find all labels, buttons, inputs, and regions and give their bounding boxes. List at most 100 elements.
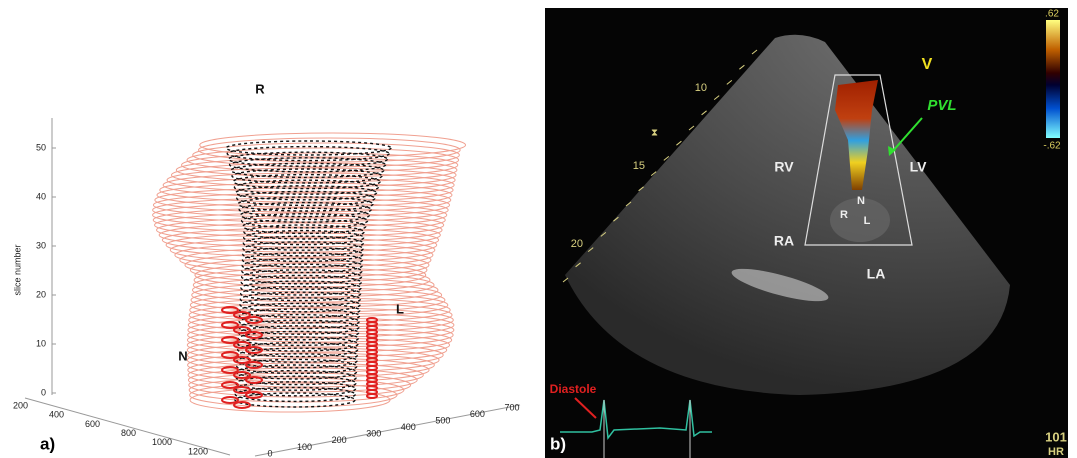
depth-tick [575, 262, 581, 268]
depth-tick [613, 216, 619, 222]
cusp-label: R [840, 209, 848, 221]
z-tick-label: 30 [36, 240, 46, 250]
contour [174, 242, 434, 268]
depth-tick [751, 49, 758, 55]
depth-tick [638, 186, 644, 192]
contour [165, 232, 438, 258]
calcification [221, 366, 239, 374]
contour [166, 167, 456, 193]
cusp-label: L [864, 215, 871, 227]
stent-slice [239, 291, 362, 307]
x-tick-label: 1200 [188, 446, 208, 456]
color-box [804, 74, 913, 246]
y-tick-label: 200 [332, 435, 347, 445]
z-tick-label: 50 [36, 142, 46, 152]
depth-tick [600, 232, 607, 237]
depth-label: 15 [633, 160, 645, 172]
contour [186, 327, 453, 353]
contour [152, 197, 449, 223]
color-jet [835, 80, 878, 190]
calcification [245, 361, 263, 369]
stent-slice [242, 235, 365, 251]
stent-slice [242, 246, 364, 263]
echo-structure [731, 268, 829, 302]
color-scale [1046, 20, 1060, 138]
stent-slice [234, 185, 378, 201]
contour [156, 217, 443, 243]
contour [191, 282, 443, 308]
chamber-label: LA [867, 266, 886, 282]
calcification [245, 391, 263, 399]
depth-scale: 10 15 20 [562, 49, 758, 283]
stent-slice [237, 341, 359, 358]
contour [187, 322, 454, 348]
pvl-arrow [891, 117, 923, 153]
calcification [366, 393, 378, 399]
calcification [221, 336, 239, 344]
x-axis [24, 397, 231, 456]
chamber-label: LV [910, 159, 928, 175]
stent-model [152, 132, 467, 413]
hr-value: 101 [1045, 429, 1067, 444]
hr-unit: HR [1048, 446, 1064, 458]
calcification [233, 371, 251, 379]
stent-slice [236, 353, 358, 369]
stent-slice [239, 297, 361, 313]
x-tick-label: 600 [85, 419, 100, 429]
calcification [233, 341, 251, 349]
stent-slice [240, 274, 362, 291]
annotation: L [396, 301, 404, 316]
contour [152, 202, 448, 228]
stent-slice [240, 213, 369, 229]
stent-slice [242, 241, 364, 257]
x-tick-label: 800 [121, 428, 136, 438]
contour [188, 302, 453, 328]
contour [189, 257, 428, 283]
stent-slice [241, 252, 364, 268]
calcification [221, 396, 239, 404]
calcification [245, 376, 263, 384]
y-axis [254, 404, 521, 457]
contour [199, 132, 467, 158]
stent-slice [238, 201, 372, 218]
depth-tick [650, 171, 657, 176]
scale-bottom: -.62 [1043, 141, 1061, 152]
echo-structure [830, 198, 890, 242]
panel-label: b) [550, 434, 566, 453]
contour [192, 142, 460, 168]
stent-slice [237, 196, 374, 212]
stent-slice [233, 179, 380, 195]
calcification [245, 331, 263, 339]
contour [191, 277, 439, 303]
panel-a: slice number R L N a) [12, 81, 521, 457]
calcification [221, 351, 239, 359]
stent-slice [228, 157, 387, 173]
depth-tick [562, 277, 569, 283]
calcification [233, 386, 251, 394]
calcification [221, 381, 239, 389]
chamber-label: RA [774, 233, 794, 249]
contour [188, 372, 412, 398]
annotation: N [178, 348, 187, 363]
stent-slice [225, 140, 392, 156]
scale-top: .62 [1045, 9, 1059, 20]
contour [189, 292, 449, 318]
depth-tick [739, 64, 745, 70]
contour [198, 137, 461, 163]
contour [152, 192, 451, 218]
depth-label: 10 [695, 82, 707, 94]
depth-tick [625, 201, 632, 207]
stent-slice [234, 392, 356, 408]
contour [162, 172, 455, 198]
depth-tick [713, 95, 720, 100]
contour [186, 147, 460, 173]
contour [186, 337, 448, 363]
calcification [245, 346, 263, 354]
x-tick-label: 1000 [152, 437, 172, 447]
stent-slice [240, 285, 362, 302]
x-tick-label: 200 [13, 400, 28, 410]
stent-slice [232, 173, 381, 190]
contour [152, 207, 446, 233]
depth-tick [701, 110, 707, 116]
